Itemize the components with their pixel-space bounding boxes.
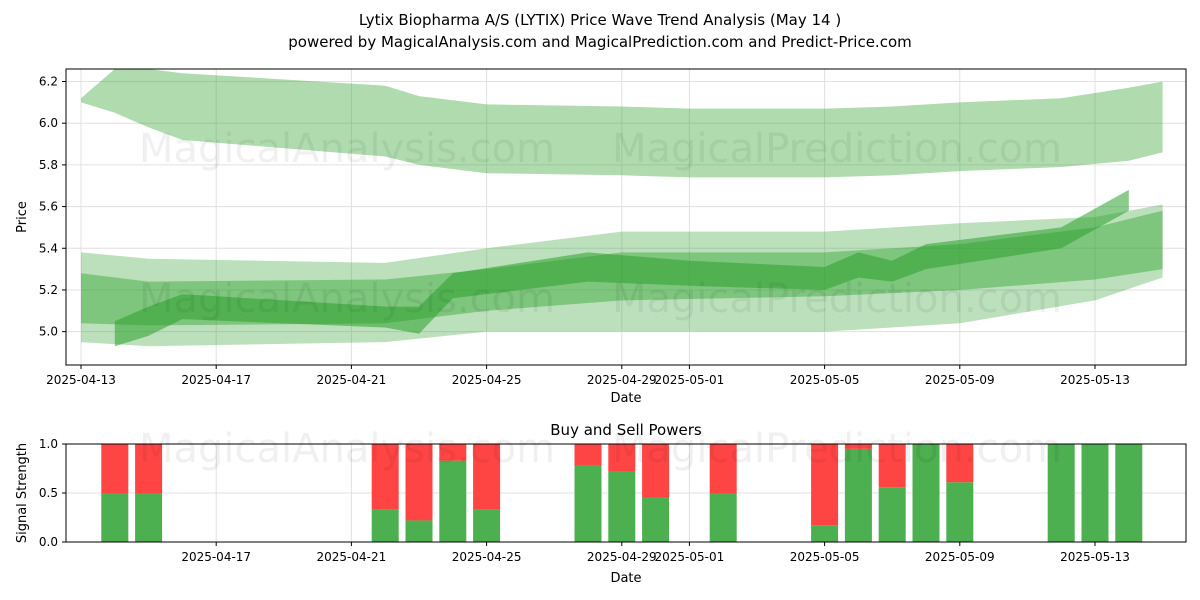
price-x-tick-label: 2025-05-05 (790, 373, 860, 387)
signal-y-tick-label: 0.5 (39, 486, 58, 500)
signal-x-tick-label: 2025-04-29 (587, 550, 657, 564)
sell-power-bar (844, 444, 872, 449)
signal-y-tick-label: 0.0 (39, 535, 58, 549)
sell-power-bar (371, 444, 399, 510)
buy-power-bar (1047, 444, 1075, 542)
sell-power-bar (473, 444, 501, 510)
signal-x-tick-label: 2025-05-05 (790, 550, 860, 564)
price-x-tick-label: 2025-05-09 (925, 373, 995, 387)
upper-wave-band (81, 69, 1163, 178)
sell-power-bar (101, 444, 129, 493)
price-x-ticks: 2025-04-13 2025-04-17 2025-04-21 2025-04-25… (46, 365, 1130, 387)
signal-x-tick-label: 2025-04-21 (317, 550, 387, 564)
price-x-tick-label: 2025-04-13 (46, 373, 116, 387)
buy-power-bar (912, 444, 940, 542)
price-bands (81, 69, 1163, 347)
signal-panel: Buy and Sell Powers MagicalAnalysis.com … (15, 421, 1187, 586)
sell-power-bar (439, 444, 467, 461)
buy-power-bar (642, 497, 670, 542)
buy-power-bar (371, 509, 399, 542)
chart-subtitle: powered by MagicalAnalysis.com and Magic… (288, 33, 912, 51)
price-x-tick-label: 2025-04-25 (452, 373, 522, 387)
price-x-label: Date (610, 391, 641, 406)
buy-power-bar (1115, 444, 1143, 542)
buy-power-bar (844, 448, 872, 542)
buy-power-bar (709, 493, 737, 542)
buy-power-bar (1081, 444, 1109, 542)
sell-power-bar (709, 444, 737, 493)
signal-axes-frame (65, 443, 1187, 543)
signal-bars (101, 444, 1143, 542)
buy-power-bar (101, 493, 129, 542)
watermark-left: MagicalAnalysis.com (139, 276, 555, 322)
price-axes-frame (65, 68, 1187, 366)
price-x-tick-label: 2025-04-29 (587, 373, 657, 387)
chart-title: Lytix Biopharma A/S (LYTIX) Price Wave T… (359, 11, 841, 29)
buy-power-bar (473, 509, 501, 542)
watermark-left: MagicalAnalysis.com (139, 426, 555, 472)
buy-power-bar (135, 493, 163, 542)
price-x-tick-label: 2025-05-13 (1060, 373, 1130, 387)
watermark-right: MagicalPrediction.com (612, 276, 1062, 322)
buy-power-bar (405, 520, 433, 542)
watermark-right: MagicalPrediction.com (612, 426, 1062, 472)
sell-power-bar (135, 444, 163, 493)
buy-power-bar (608, 471, 636, 542)
price-y-label: Price (15, 201, 30, 233)
buy-power-bar (574, 465, 602, 542)
price-y-ticks: 5.0 5.2 5.4 5.6 5.8 6.0 6.2 (39, 75, 66, 339)
sell-power-bar (608, 444, 636, 472)
sell-power-bar (405, 444, 433, 521)
price-y-tick-label: 5.2 (39, 283, 58, 297)
sell-power-bar (946, 444, 974, 483)
watermark-left: MagicalAnalysis.com (139, 126, 555, 172)
price-y-tick-label: 5.4 (39, 241, 58, 255)
price-x-tick-label: 2025-04-17 (181, 373, 251, 387)
buy-power-bar (439, 460, 467, 542)
sell-power-bar (811, 444, 839, 526)
price-x-tick-label: 2025-05-01 (655, 373, 725, 387)
price-grid (66, 69, 1186, 365)
signal-y-label: Signal Strength (15, 443, 30, 543)
signal-x-tick-label: 2025-04-17 (181, 550, 251, 564)
signal-x-label: Date (610, 571, 641, 586)
buy-power-bar (811, 525, 839, 542)
buy-power-bar (878, 487, 906, 542)
price-x-tick-label: 2025-04-21 (317, 373, 387, 387)
sell-power-bar (574, 444, 602, 466)
lower-wave-band (114, 189, 1129, 347)
signal-title: Buy and Sell Powers (550, 421, 702, 439)
signal-y-ticks: 0.0 0.5 1.0 (39, 437, 66, 549)
price-y-tick-label: 5.6 (39, 200, 58, 214)
signal-x-tick-label: 2025-05-09 (925, 550, 995, 564)
signal-x-tick-label: 2025-05-01 (655, 550, 725, 564)
sell-power-bar (642, 444, 670, 498)
price-y-tick-label: 5.8 (39, 158, 58, 172)
price-y-tick-label: 6.2 (39, 75, 58, 89)
signal-x-tick-label: 2025-04-25 (452, 550, 522, 564)
signal-y-tick-label: 1.0 (39, 437, 58, 451)
buy-power-bar (946, 482, 974, 542)
price-y-tick-label: 5.0 (39, 325, 58, 339)
price-panel: MagicalAnalysis.com MagicalPrediction.co… (15, 68, 1187, 406)
watermark-right: MagicalPrediction.com (612, 126, 1062, 172)
signal-x-ticks: 2025-04-17 2025-04-21 2025-04-25 2025-04-29… (181, 542, 1130, 564)
sell-power-bar (878, 444, 906, 488)
price-y-tick-label: 6.0 (39, 116, 58, 130)
signal-x-tick-label: 2025-05-13 (1060, 550, 1130, 564)
